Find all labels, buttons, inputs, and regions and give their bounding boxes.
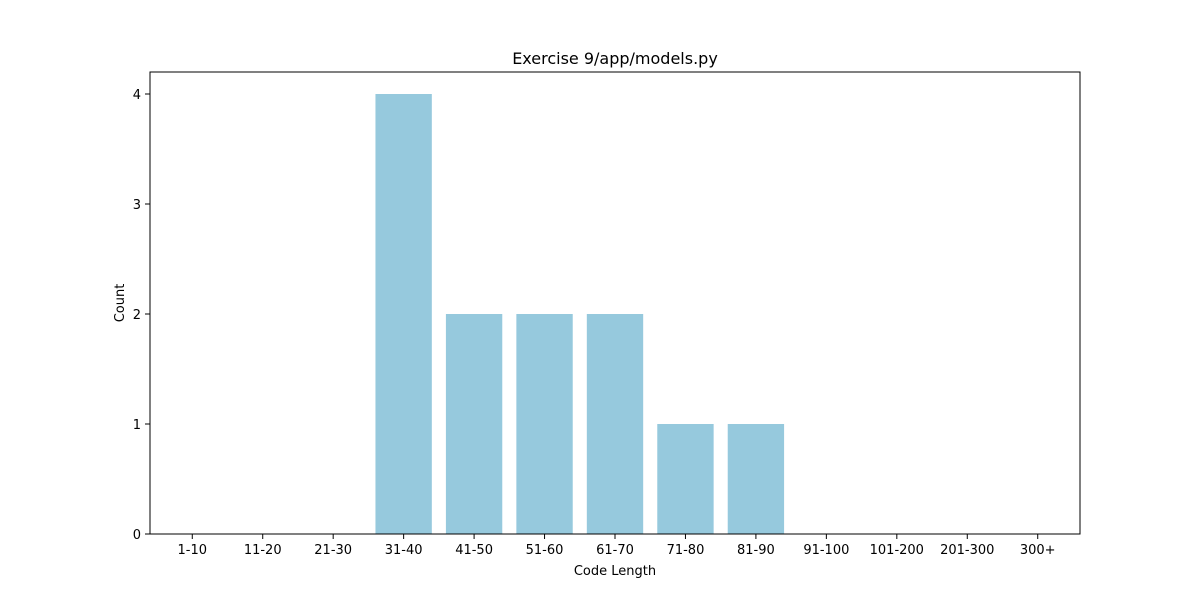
y-tick-label: 0 — [133, 528, 141, 543]
bar-51-60 — [516, 314, 573, 534]
x-tick-label: 41-50 — [455, 543, 493, 558]
bar-41-50 — [445, 314, 503, 534]
x-axis: 1-10 11-20 21-30 31-40 41-50 51-60 61-70 71-80 8… — [178, 534, 1056, 558]
x-tick-label: 31-40 — [385, 543, 423, 558]
chart-title: Exercise 9/app/models.py — [512, 49, 718, 68]
y-axis-label: Count — [113, 284, 128, 323]
x-tick-label: 81-90 — [737, 543, 775, 558]
y-tick-label: 1 — [133, 418, 141, 433]
bars-layer — [375, 94, 785, 534]
bar-81-90 — [727, 424, 785, 534]
x-tick-label: 21-30 — [314, 543, 352, 558]
bar-71-80 — [657, 424, 714, 534]
y-tick-label: 2 — [133, 308, 141, 323]
x-tick-label: 101-200 — [870, 543, 924, 558]
bar-61-70 — [586, 314, 644, 534]
x-tick-label: 1-10 — [178, 543, 208, 558]
bar-31-40 — [375, 94, 432, 534]
x-tick-label: 11-20 — [244, 543, 282, 558]
y-tick-label: 4 — [133, 88, 141, 103]
x-tick-label: 61-70 — [596, 543, 634, 558]
x-tick-label: 51-60 — [526, 543, 564, 558]
x-tick-label: 300+ — [1020, 543, 1056, 558]
x-tick-label: 201-300 — [940, 543, 994, 558]
y-axis: 0 1 2 3 4 — [133, 88, 150, 543]
x-tick-label: 71-80 — [667, 543, 705, 558]
y-tick-label: 3 — [133, 198, 141, 213]
x-tick-label: 91-100 — [803, 543, 849, 558]
x-axis-label: Code Length — [574, 564, 656, 579]
